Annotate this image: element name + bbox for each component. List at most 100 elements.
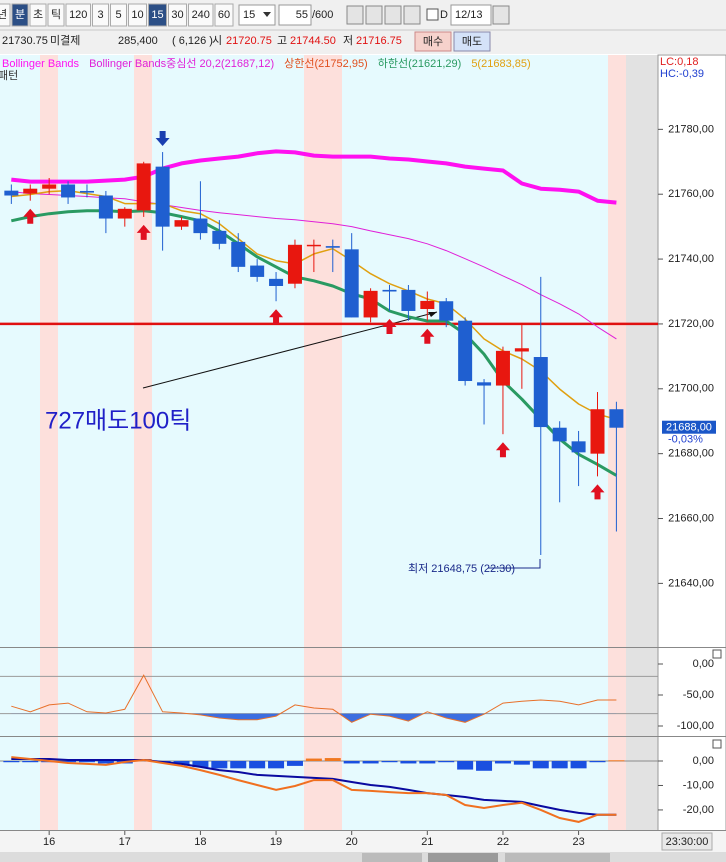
period-button[interactable] [148,3,167,27]
candle-body [193,218,208,234]
candle-body [269,278,284,286]
panel-close[interactable] [712,649,722,659]
buy-button[interactable] [414,31,452,52]
histogram-bar [608,760,625,762]
tool-icon[interactable] [365,5,383,25]
histogram-bar [362,761,379,764]
period-button[interactable] [168,3,187,27]
histogram-bar [268,761,285,769]
plot-group [0,674,658,723]
checkbox[interactable] [426,8,439,21]
last-price-tag [662,420,716,434]
x-tick-label: 20 [346,836,358,848]
period-label: 60 [218,9,230,21]
scroll-thumb[interactable] [428,853,498,862]
period-button[interactable] [29,3,47,27]
histogram-bar [97,761,114,764]
histogram-bar [230,761,247,769]
histogram-bar [570,761,587,769]
period-button[interactable] [65,3,91,27]
indicator-line [11,149,617,205]
tool-icon[interactable] [384,5,402,25]
oversold-fill [187,713,486,723]
sell-button[interactable] [453,31,491,52]
y-tick-label: 21660,00 [668,512,714,524]
period-label: 분 [15,9,25,21]
time-axis-bg [0,831,726,852]
x-tick-label: 22 [497,836,509,848]
histogram-bar [211,761,228,769]
y-tick-label: 21640,00 [668,577,714,589]
candle-body [98,195,113,219]
session-band [304,55,342,831]
histogram-bar [419,761,436,764]
period-label: 240 [192,9,210,21]
histogram-bar [173,761,190,765]
period-button[interactable] [188,3,214,27]
period-button[interactable] [92,3,109,27]
candle-body [420,300,435,310]
count-input[interactable] [278,4,312,26]
hc-label: HC:-0,39 [660,68,704,80]
histogram-bar [3,761,20,763]
y-tick-label: 21700,00 [668,383,714,395]
period-label: 10 [131,9,143,21]
buy-signal [590,484,605,500]
legend-entry: Bollinger Bands중심선 20,2(21687,12) [89,57,274,70]
annotation: 최저 21648,75 (22:30) [408,562,515,575]
period-button[interactable] [110,3,127,27]
oscillator-line [11,674,617,723]
candle-body [363,290,378,318]
candle-body [552,427,567,442]
interval-select[interactable] [238,4,276,26]
checkbox-label: D [440,9,448,21]
session-band [40,55,58,831]
histogram-bar [438,761,455,763]
dropdown-arrow [263,12,271,17]
candle-body [4,190,19,196]
y-tick-label: 21680,00 [668,448,714,460]
candle-body [174,220,189,227]
candle-body [231,241,246,267]
low-pointer [488,559,541,569]
y-tick-label: -50,00 [683,689,714,701]
candle-body [42,184,57,189]
quote-low: 21716.75 [356,35,402,47]
candle-body [590,409,605,454]
candle-body [514,348,529,352]
histogram-bar [551,761,568,769]
plot-group [0,756,658,823]
legend-entry: 상한선(21752,95) [284,57,368,70]
scroll-buttons[interactable] [362,853,422,862]
future-area [626,55,658,831]
signal-line [11,756,617,823]
candle-body [325,246,340,248]
period-button[interactable] [128,3,147,27]
tool-icon[interactable] [346,5,364,25]
buy-signal [269,309,284,325]
calendar-button[interactable] [492,5,510,25]
y-tick-label: -20,00 [683,804,714,816]
period-button[interactable] [214,3,234,27]
candle-body [79,190,94,193]
y-tick-label: -10,00 [683,779,714,791]
histogram-bar [400,761,417,764]
period-button[interactable] [0,3,11,27]
period-button[interactable] [11,3,29,27]
x-tick-label: 16 [43,836,55,848]
tool-icon[interactable] [403,5,421,25]
panel-close[interactable] [712,739,722,749]
quote-last: 21730.75 [2,35,48,47]
signal-line [11,758,617,816]
date-input[interactable] [450,4,492,26]
y-tick-label: -100,00 [677,720,714,732]
y-tick-label: 21780,00 [668,123,714,135]
candle-body [155,166,170,227]
buy-signal [23,208,38,224]
count-value: 55 [296,9,308,21]
candle-body [344,249,359,318]
session-band [608,55,626,831]
zoom-buttons[interactable] [505,853,610,862]
period-button[interactable] [47,3,65,27]
y-tick-label: 0,00 [693,658,714,670]
